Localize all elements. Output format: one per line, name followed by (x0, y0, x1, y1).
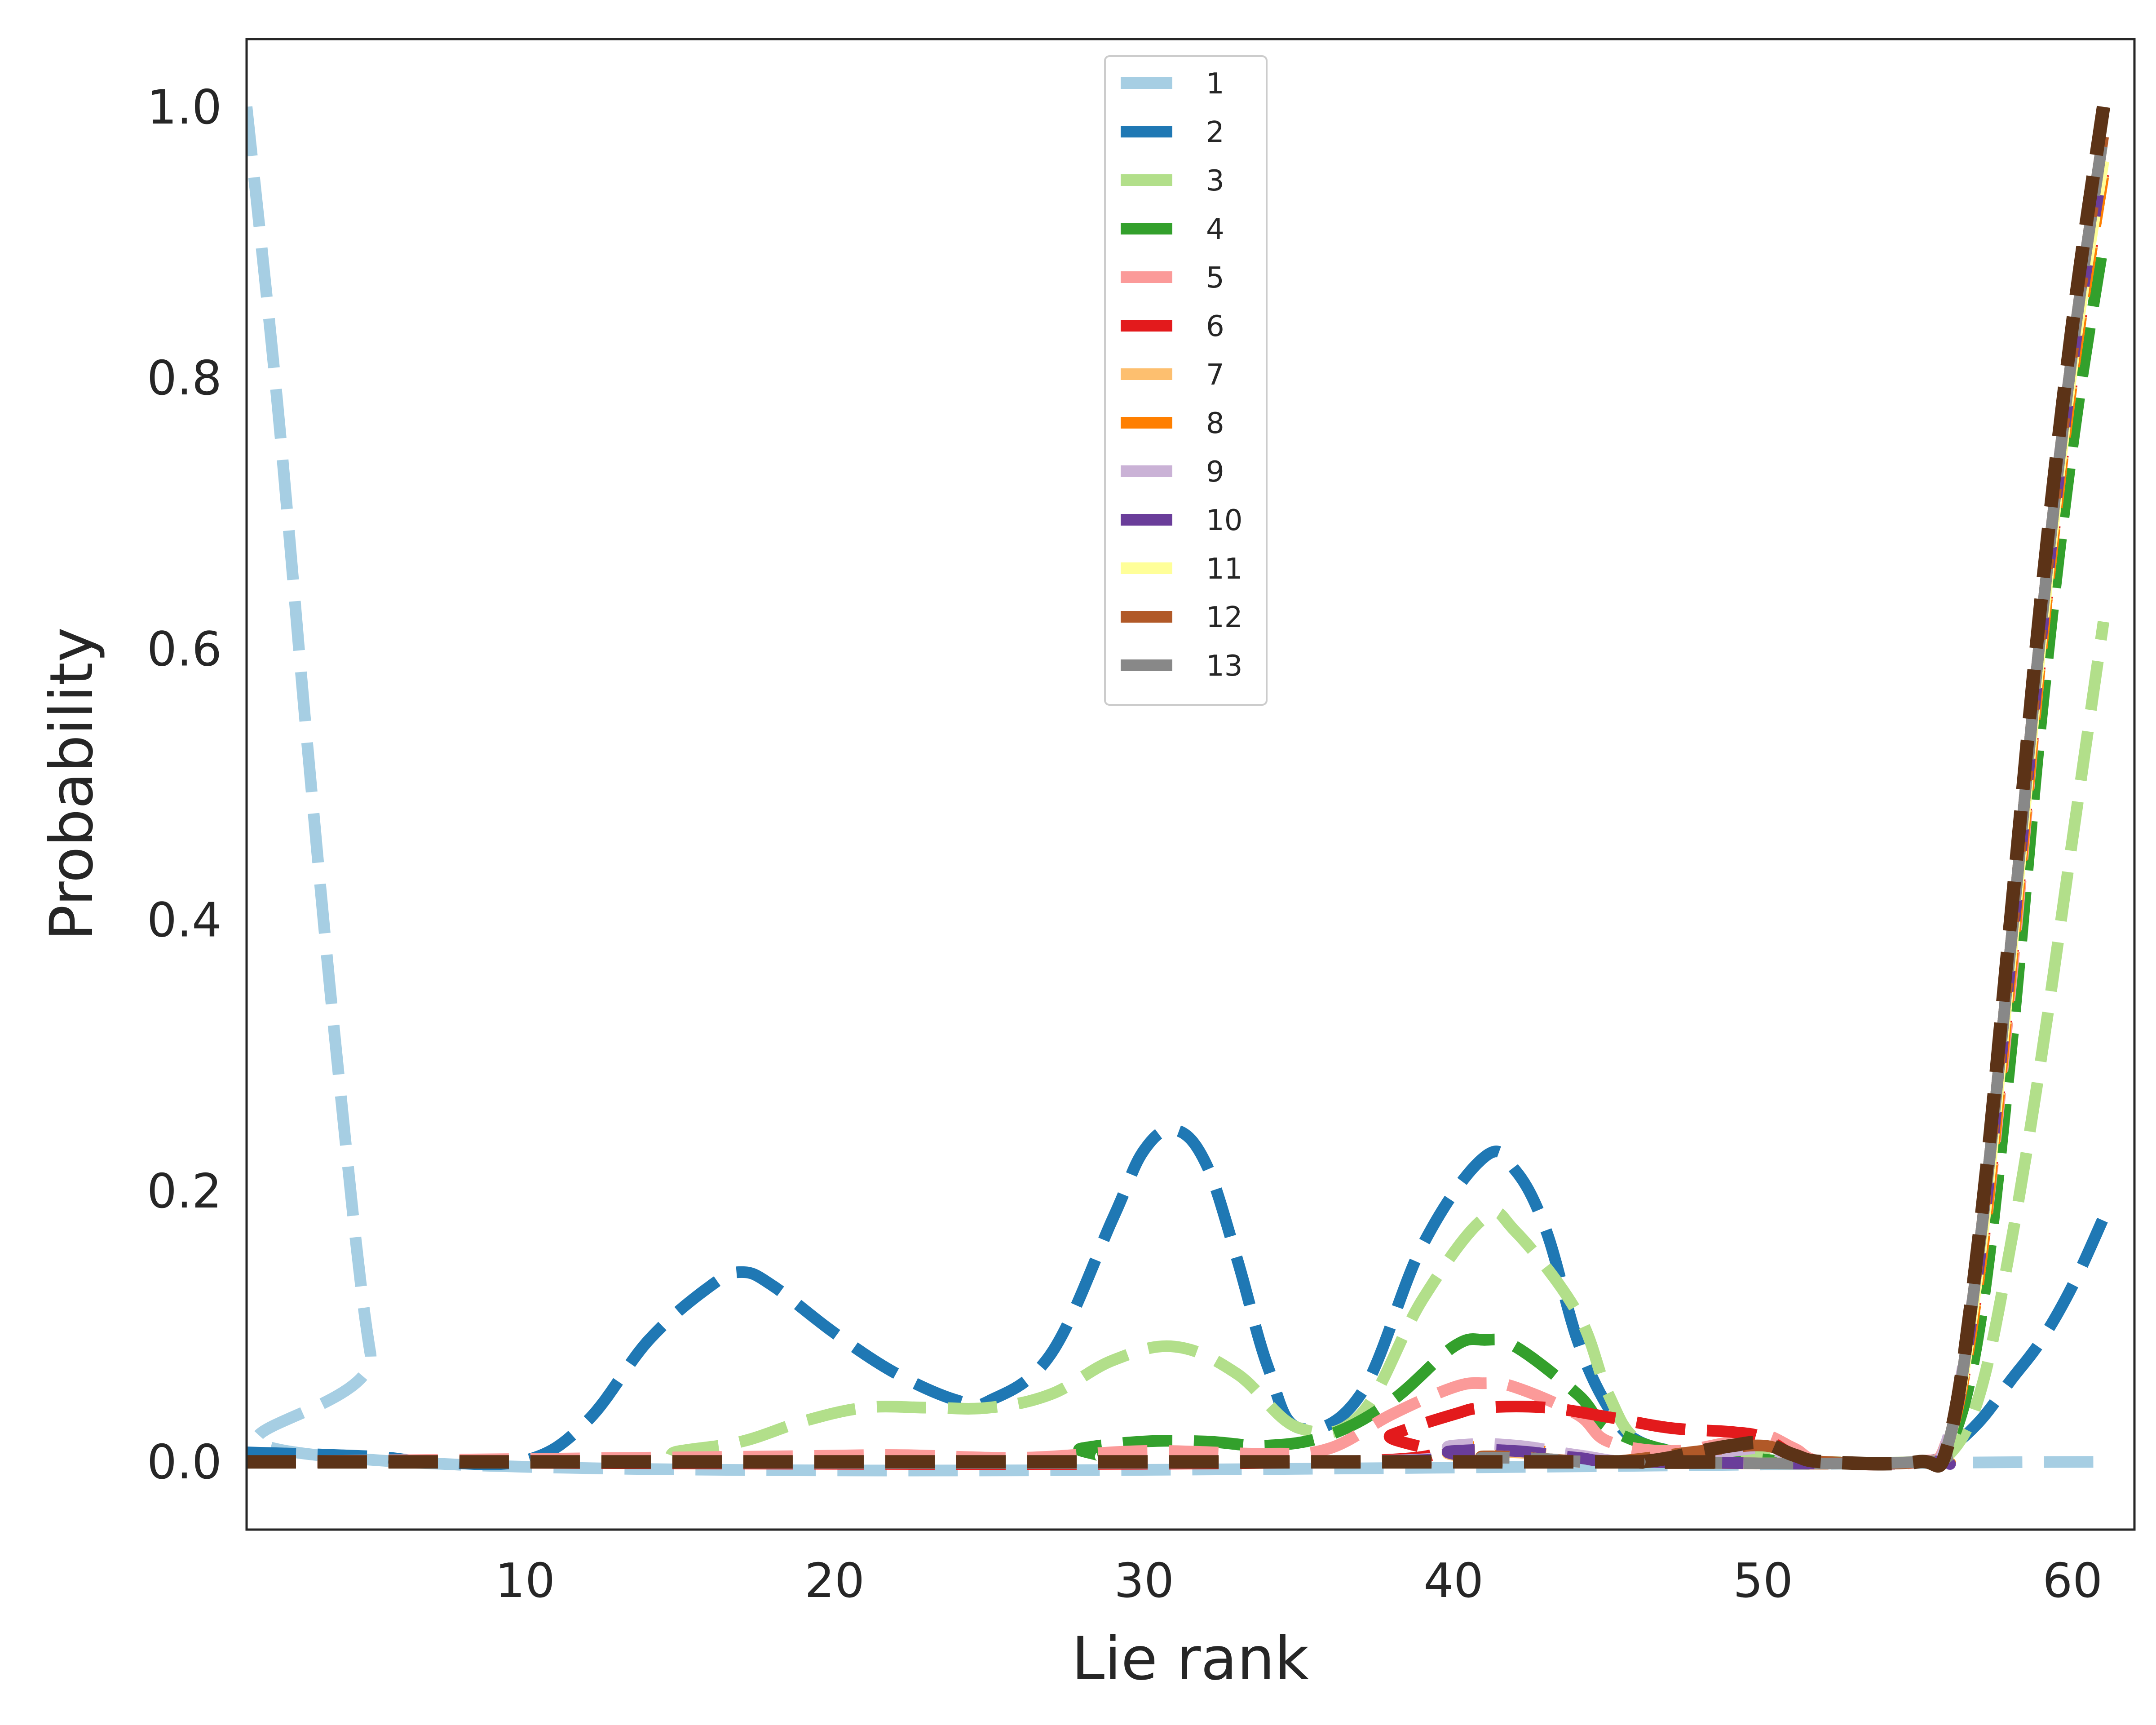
legend-label: 2 (1206, 116, 1224, 149)
series-line-1 (247, 106, 2104, 1477)
legend-label: 11 (1206, 553, 1242, 586)
series-line-3 (247, 621, 2109, 1469)
series-line-extra (247, 106, 2110, 1473)
legend-label: 3 (1206, 164, 1224, 198)
x-tick-label: 30 (1114, 1553, 1174, 1608)
x-tick-label: 60 (2042, 1553, 2103, 1608)
series-layer (247, 106, 2110, 1477)
y-axis-label: Probability (37, 627, 106, 941)
series-line-2 (247, 1123, 2109, 1470)
x-tick-label: 50 (1733, 1553, 1793, 1608)
legend-box (1104, 55, 1268, 706)
y-tick-label: 0.0 (147, 1435, 222, 1490)
series-line-4 (247, 241, 2109, 1469)
legend-label: 1 (1206, 67, 1224, 101)
y-tick-label: 0.6 (147, 622, 222, 677)
legend-label: 13 (1206, 650, 1242, 683)
x-tick-label: 20 (804, 1553, 865, 1608)
legend-label: 8 (1206, 407, 1224, 440)
legend-label: 10 (1206, 504, 1242, 537)
legend-label: 9 (1206, 456, 1224, 489)
y-tick-label: 0.8 (147, 351, 222, 406)
y-tick-label: 0.2 (147, 1164, 222, 1219)
legend-label: 6 (1206, 310, 1224, 343)
y-tick-label: 1.0 (147, 80, 222, 135)
ticks-layer: 10 20 30 40 50 60 0.0 0.2 0.4 0.6 0.8 1.0 (147, 80, 2103, 1608)
legend-label: 4 (1206, 213, 1224, 246)
x-tick-label: 10 (495, 1553, 555, 1608)
legend-label: 5 (1206, 261, 1224, 295)
x-tick-label: 40 (1423, 1553, 1484, 1608)
plot-frame (245, 38, 2136, 1531)
x-axis-label: Lie rank (1072, 1624, 1309, 1694)
legend-label: 12 (1206, 601, 1242, 634)
legend-label: 7 (1206, 358, 1224, 392)
y-tick-label: 0.4 (147, 893, 222, 948)
